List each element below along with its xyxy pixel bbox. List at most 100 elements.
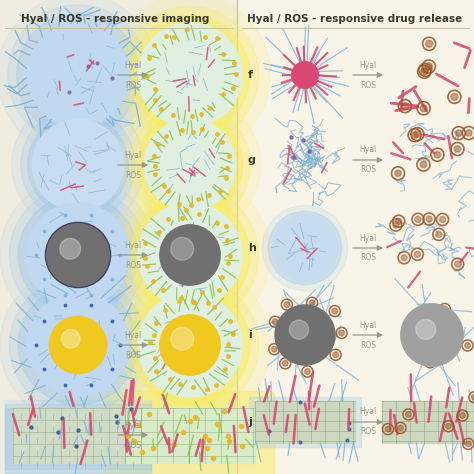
Circle shape: [415, 216, 421, 222]
Circle shape: [339, 330, 345, 336]
Circle shape: [442, 306, 447, 312]
Text: Hyal: Hyal: [359, 146, 377, 155]
Circle shape: [422, 66, 428, 73]
Circle shape: [47, 224, 109, 286]
Text: ROS: ROS: [125, 350, 141, 359]
Circle shape: [420, 105, 427, 112]
Text: ROS: ROS: [125, 261, 141, 270]
Text: Hyal: Hyal: [124, 240, 142, 249]
Circle shape: [396, 218, 401, 224]
Text: g: g: [248, 155, 256, 165]
Circle shape: [171, 237, 194, 260]
Text: Hyal: Hyal: [359, 408, 377, 417]
Circle shape: [416, 319, 436, 339]
Circle shape: [393, 222, 399, 228]
Circle shape: [442, 348, 448, 353]
Circle shape: [26, 203, 130, 307]
Text: ROS: ROS: [360, 81, 376, 90]
Circle shape: [434, 152, 441, 158]
Circle shape: [9, 186, 146, 324]
Text: ROS: ROS: [360, 254, 376, 263]
Text: h: h: [248, 243, 256, 253]
Circle shape: [275, 305, 335, 365]
Circle shape: [272, 346, 277, 352]
Circle shape: [0, 267, 156, 423]
Bar: [125, 408, 255, 463]
Circle shape: [283, 361, 288, 366]
Circle shape: [138, 23, 242, 127]
Circle shape: [426, 40, 433, 47]
Circle shape: [144, 119, 236, 211]
Text: Hyal / ROS - responsive drug release: Hyal / ROS - responsive drug release: [247, 14, 463, 24]
Circle shape: [109, 264, 271, 426]
Circle shape: [18, 195, 138, 315]
Circle shape: [130, 285, 250, 405]
Circle shape: [332, 308, 337, 314]
Circle shape: [414, 251, 420, 257]
Circle shape: [17, 14, 139, 137]
Circle shape: [18, 285, 138, 405]
Circle shape: [420, 68, 428, 75]
Circle shape: [420, 161, 427, 168]
Text: ROS: ROS: [125, 440, 141, 449]
Circle shape: [109, 174, 271, 336]
Text: f: f: [248, 70, 253, 80]
Circle shape: [26, 23, 130, 127]
Circle shape: [272, 319, 278, 325]
Circle shape: [425, 63, 432, 70]
Circle shape: [268, 211, 342, 285]
Text: ROS: ROS: [360, 428, 376, 437]
Circle shape: [137, 112, 243, 218]
Text: Hyal: Hyal: [124, 151, 142, 159]
Circle shape: [0, 177, 156, 333]
Circle shape: [290, 320, 309, 339]
Circle shape: [406, 411, 411, 417]
Circle shape: [121, 6, 259, 144]
Circle shape: [21, 108, 135, 222]
Circle shape: [401, 255, 407, 261]
Bar: [255, 401, 355, 443]
Circle shape: [9, 276, 146, 414]
Circle shape: [129, 105, 250, 226]
Circle shape: [121, 276, 259, 414]
Circle shape: [465, 343, 470, 348]
Circle shape: [452, 343, 457, 348]
Text: ROS: ROS: [125, 81, 141, 90]
Text: i: i: [248, 330, 252, 340]
Bar: [5, 403, 151, 468]
Circle shape: [310, 300, 315, 306]
Circle shape: [401, 304, 463, 366]
Bar: [13, 408, 143, 463]
Bar: [0, 0, 237, 474]
Circle shape: [460, 413, 465, 418]
Circle shape: [130, 195, 250, 315]
Circle shape: [130, 15, 250, 135]
Circle shape: [439, 217, 446, 222]
Circle shape: [427, 359, 433, 365]
Circle shape: [385, 426, 391, 432]
Circle shape: [284, 302, 290, 308]
Text: Hyal: Hyal: [359, 61, 377, 70]
Circle shape: [292, 62, 319, 88]
Text: ROS: ROS: [125, 171, 141, 180]
Circle shape: [61, 329, 80, 348]
Circle shape: [32, 119, 124, 211]
Circle shape: [305, 369, 310, 374]
Circle shape: [138, 293, 242, 397]
Text: Hyal: Hyal: [359, 234, 377, 243]
Circle shape: [436, 231, 442, 237]
Circle shape: [429, 342, 435, 347]
Circle shape: [119, 94, 261, 236]
Circle shape: [60, 238, 81, 259]
Circle shape: [27, 115, 128, 215]
Circle shape: [121, 186, 259, 324]
Text: Hyal: Hyal: [359, 320, 377, 329]
Circle shape: [414, 131, 420, 137]
Bar: [249, 397, 361, 447]
Circle shape: [454, 146, 461, 152]
Circle shape: [401, 102, 409, 109]
Circle shape: [465, 130, 472, 136]
Circle shape: [456, 130, 462, 137]
Circle shape: [171, 328, 194, 350]
Bar: [5, 400, 151, 465]
